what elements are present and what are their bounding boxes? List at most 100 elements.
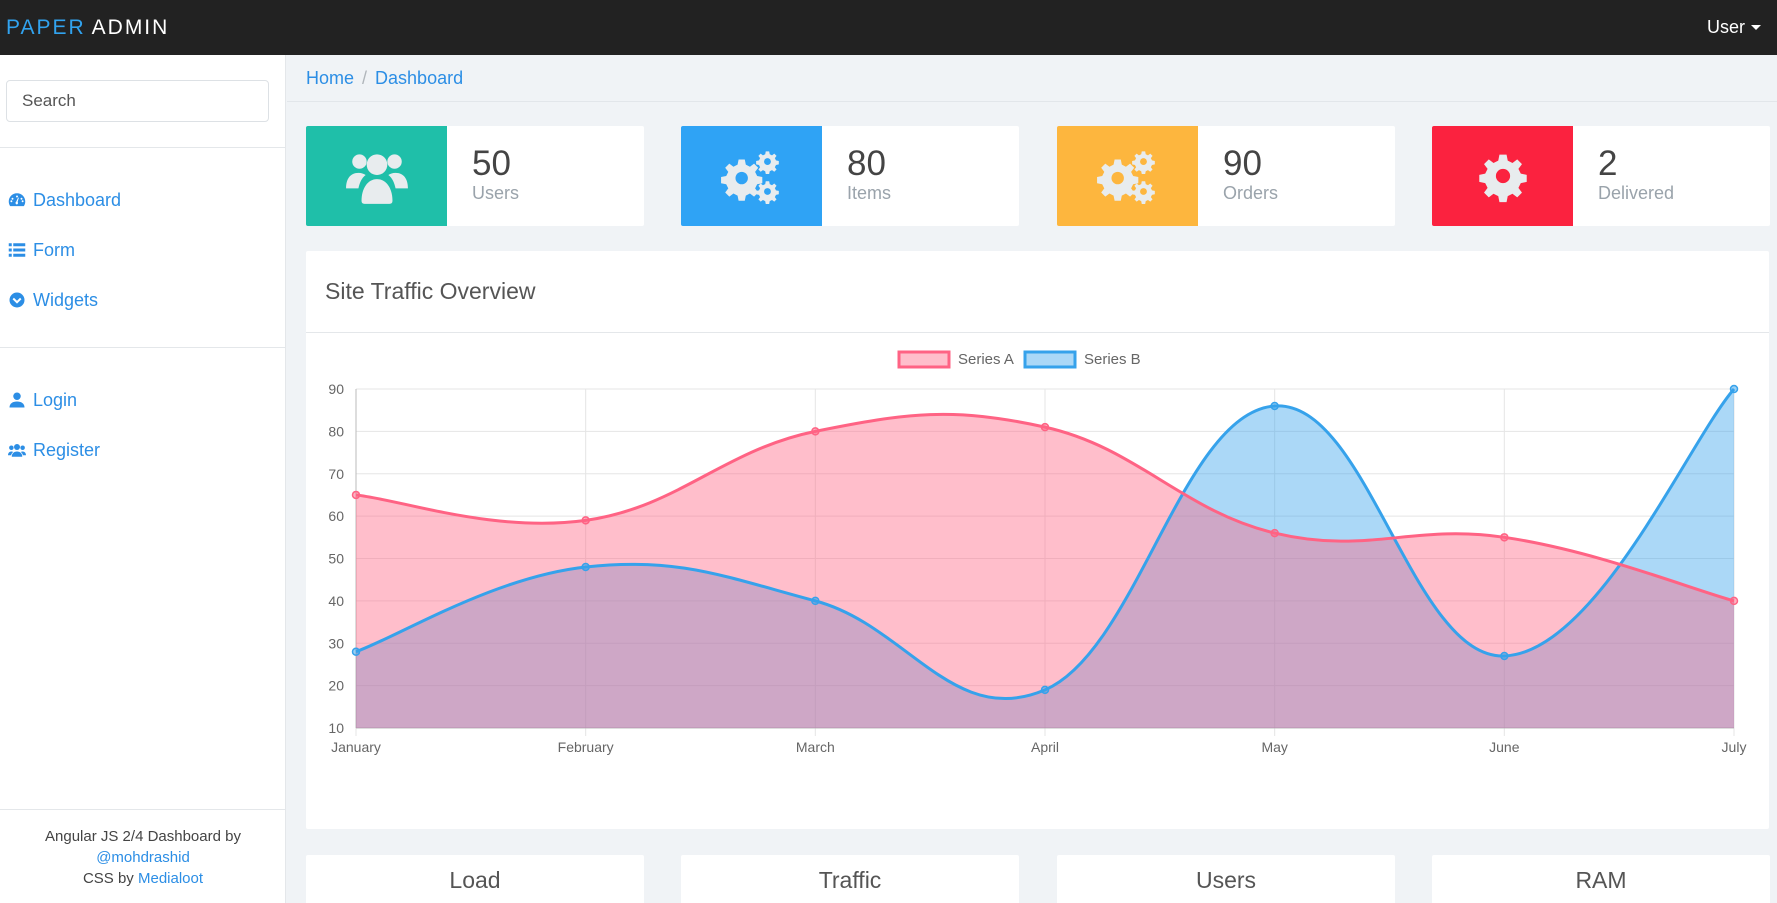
stat-body: 90 Orders xyxy=(1198,126,1278,226)
user-menu-dropdown[interactable]: User xyxy=(1707,17,1761,38)
card-title: Load xyxy=(449,867,501,893)
sidebar-item-label: Login xyxy=(33,389,78,410)
y-tick-label: 40 xyxy=(328,593,344,609)
x-tick-label: January xyxy=(331,739,381,755)
sidebar-footer: Angular JS 2/4 Dashboard by @mohdrashid … xyxy=(0,809,286,903)
sidebar-item-register[interactable]: Register xyxy=(0,425,285,475)
sidebar-account-nav: Login Register xyxy=(0,348,285,497)
y-tick-label: 60 xyxy=(328,508,344,524)
y-tick-label: 90 xyxy=(328,381,344,397)
stat-card-users: 50 Users xyxy=(306,126,644,226)
data-point-series-b xyxy=(1270,401,1279,411)
stat-label: Items xyxy=(847,183,892,203)
series-area-a xyxy=(356,414,1734,728)
y-tick-label: 70 xyxy=(328,466,344,482)
data-point-series-b xyxy=(1729,384,1739,394)
sidebar-main-nav: Dashboard Form Widgets xyxy=(0,148,285,348)
cogs-icon xyxy=(1096,151,1155,204)
data-point-series-a xyxy=(1270,528,1279,538)
x-tick-label: March xyxy=(796,739,835,755)
cogs-icon xyxy=(720,151,779,204)
brand-part1: PAPER xyxy=(6,15,86,39)
data-point-series-b xyxy=(581,562,590,572)
card-title: RAM xyxy=(1575,867,1627,893)
stat-body: 2 Delivered xyxy=(1573,126,1674,226)
brand-logo[interactable]: PAPER ADMIN xyxy=(6,16,169,40)
medialoot-link[interactable]: Medialoot xyxy=(137,870,204,887)
stat-icon-box xyxy=(1432,126,1573,226)
x-tick-label: June xyxy=(1489,739,1520,755)
stat-icon-box xyxy=(681,126,822,226)
card-load: Load xyxy=(306,855,644,903)
sidebar-item-login[interactable]: Login xyxy=(0,375,285,425)
card-users: Users xyxy=(1057,855,1395,903)
breadcrumb-current[interactable]: Dashboard xyxy=(375,67,464,88)
user-icon xyxy=(8,391,26,409)
users-icon xyxy=(345,154,408,204)
data-point-series-a xyxy=(1729,596,1739,606)
legend-swatch-series-a xyxy=(897,350,951,369)
data-point-series-a xyxy=(351,490,361,500)
search-input[interactable] xyxy=(6,80,269,122)
sidebar-item-label: Dashboard xyxy=(33,189,122,210)
traffic-panel: Site Traffic Overview 10 20 30 40 50 60 70 80 90… xyxy=(306,251,1769,829)
css-credit-text: CSS by xyxy=(82,870,134,887)
y-tick-label: 50 xyxy=(328,551,344,567)
data-point-series-a xyxy=(1500,533,1509,542)
dashboard-icon xyxy=(8,191,26,209)
card-title: Users xyxy=(1195,867,1257,893)
card-ram: RAM xyxy=(1432,855,1770,903)
user-menu-label: User xyxy=(1706,17,1745,37)
legend-label-series-b: Series B xyxy=(1084,351,1141,368)
y-tick-label: 80 xyxy=(328,423,344,439)
top-navbar: PAPER ADMIN User xyxy=(0,0,1777,55)
sidebar-item-dashboard[interactable]: Dashboard xyxy=(0,175,285,225)
stat-label: Orders xyxy=(1223,183,1279,203)
caret-down-icon xyxy=(1751,25,1761,30)
sidebar-item-widgets[interactable]: Widgets xyxy=(0,275,285,325)
stat-label: Delivered xyxy=(1598,183,1675,203)
stat-icon-box xyxy=(306,126,447,226)
card-title: Traffic xyxy=(818,867,882,893)
legend-label-series-a: Series A xyxy=(958,351,1014,368)
users-icon xyxy=(8,441,26,459)
data-point-series-b xyxy=(1500,651,1509,661)
sidebar: Dashboard Form Widgets Login Register xyxy=(0,55,286,903)
breadcrumb-separator: / xyxy=(362,67,368,88)
stat-card-orders: 90 Orders xyxy=(1057,126,1395,226)
list-icon xyxy=(8,241,26,259)
breadcrumb: Home / Dashboard xyxy=(287,55,1777,102)
data-point-series-a xyxy=(581,516,590,525)
x-tick-label: February xyxy=(558,739,614,755)
data-point-series-b xyxy=(351,647,361,656)
brand-part2: ADMIN xyxy=(91,15,170,39)
data-point-series-a xyxy=(1040,422,1050,432)
stat-card-items: 80 Items xyxy=(681,126,1019,226)
stat-body: 80 Items xyxy=(822,126,891,226)
data-point-series-a xyxy=(811,427,820,436)
cog-icon xyxy=(1478,154,1527,203)
stat-value: 80 xyxy=(847,144,886,183)
sidebar-item-label: Form xyxy=(33,239,75,260)
x-tick-label: April xyxy=(1031,739,1059,755)
x-tick-label: July xyxy=(1722,739,1747,755)
panel-title: Site Traffic Overview xyxy=(306,251,1769,333)
card-traffic: Traffic xyxy=(681,855,1019,903)
sidebar-item-form[interactable]: Form xyxy=(0,225,285,275)
stat-label: Users xyxy=(472,183,520,203)
footer-credit-text: Angular JS 2/4 Dashboard by xyxy=(45,828,241,845)
chevron-circle-down-icon xyxy=(8,291,26,309)
sidebar-search-section xyxy=(0,55,285,148)
breadcrumb-home[interactable]: Home xyxy=(306,67,355,88)
y-tick-label: 20 xyxy=(328,678,344,694)
stat-body: 50 Users xyxy=(447,126,519,226)
stat-value: 2 xyxy=(1598,144,1618,183)
legend-swatch-series-b xyxy=(1023,350,1077,369)
x-tick-label: May xyxy=(1261,739,1287,755)
author-link[interactable]: @mohdrashid xyxy=(96,849,190,866)
stat-card-delivered: 2 Delivered xyxy=(1432,126,1770,226)
series-area-b xyxy=(356,389,1734,728)
traffic-chart: 10 20 30 40 50 60 70 80 90 January February March Ap… xyxy=(328,350,1747,755)
stat-icon-box xyxy=(1057,126,1198,226)
data-point-series-b xyxy=(1040,685,1050,695)
